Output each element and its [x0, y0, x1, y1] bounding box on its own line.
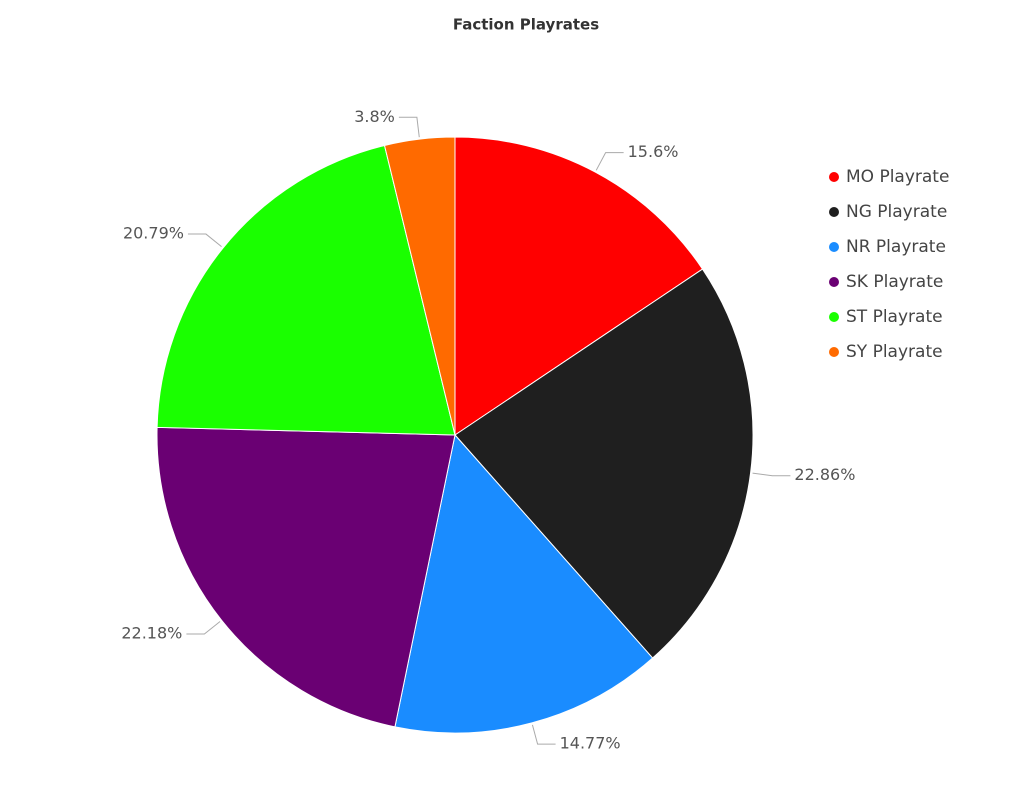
- legend-label: MO Playrate: [846, 167, 949, 187]
- pie-slice: [156, 144, 456, 436]
- legend-label: ST Playrate: [846, 307, 943, 327]
- legend-label: NR Playrate: [846, 237, 946, 257]
- chart-title: Faction Playrates: [453, 16, 599, 34]
- legend-label: SK Playrate: [846, 272, 943, 292]
- legend-marker: [829, 277, 839, 287]
- leader-line: [531, 724, 556, 745]
- legend-marker: [829, 207, 839, 217]
- legend-label: SY Playrate: [846, 342, 943, 362]
- leader-line: [187, 233, 222, 248]
- leader-line: [595, 152, 624, 171]
- legend-marker: [829, 347, 839, 357]
- data-label: 20.79%: [123, 224, 184, 243]
- pie-slice: [383, 136, 456, 436]
- pie-slice: [394, 433, 654, 734]
- data-label: 15.6%: [628, 142, 679, 161]
- data-label: 22.18%: [121, 623, 182, 642]
- legend-marker: [829, 242, 839, 252]
- legend-marker: [829, 172, 839, 182]
- data-label: 14.77%: [560, 734, 621, 753]
- leader-line: [752, 472, 791, 477]
- data-label: 22.86%: [794, 465, 855, 484]
- leader-line: [398, 116, 420, 138]
- leader-line: [186, 621, 221, 635]
- data-label: 3.8%: [354, 107, 395, 126]
- pie-slice: [454, 136, 704, 436]
- pie-slice: [156, 426, 456, 728]
- pie-slice: [454, 268, 754, 659]
- legend-label: NG Playrate: [846, 202, 947, 222]
- legend-marker: [829, 312, 839, 322]
